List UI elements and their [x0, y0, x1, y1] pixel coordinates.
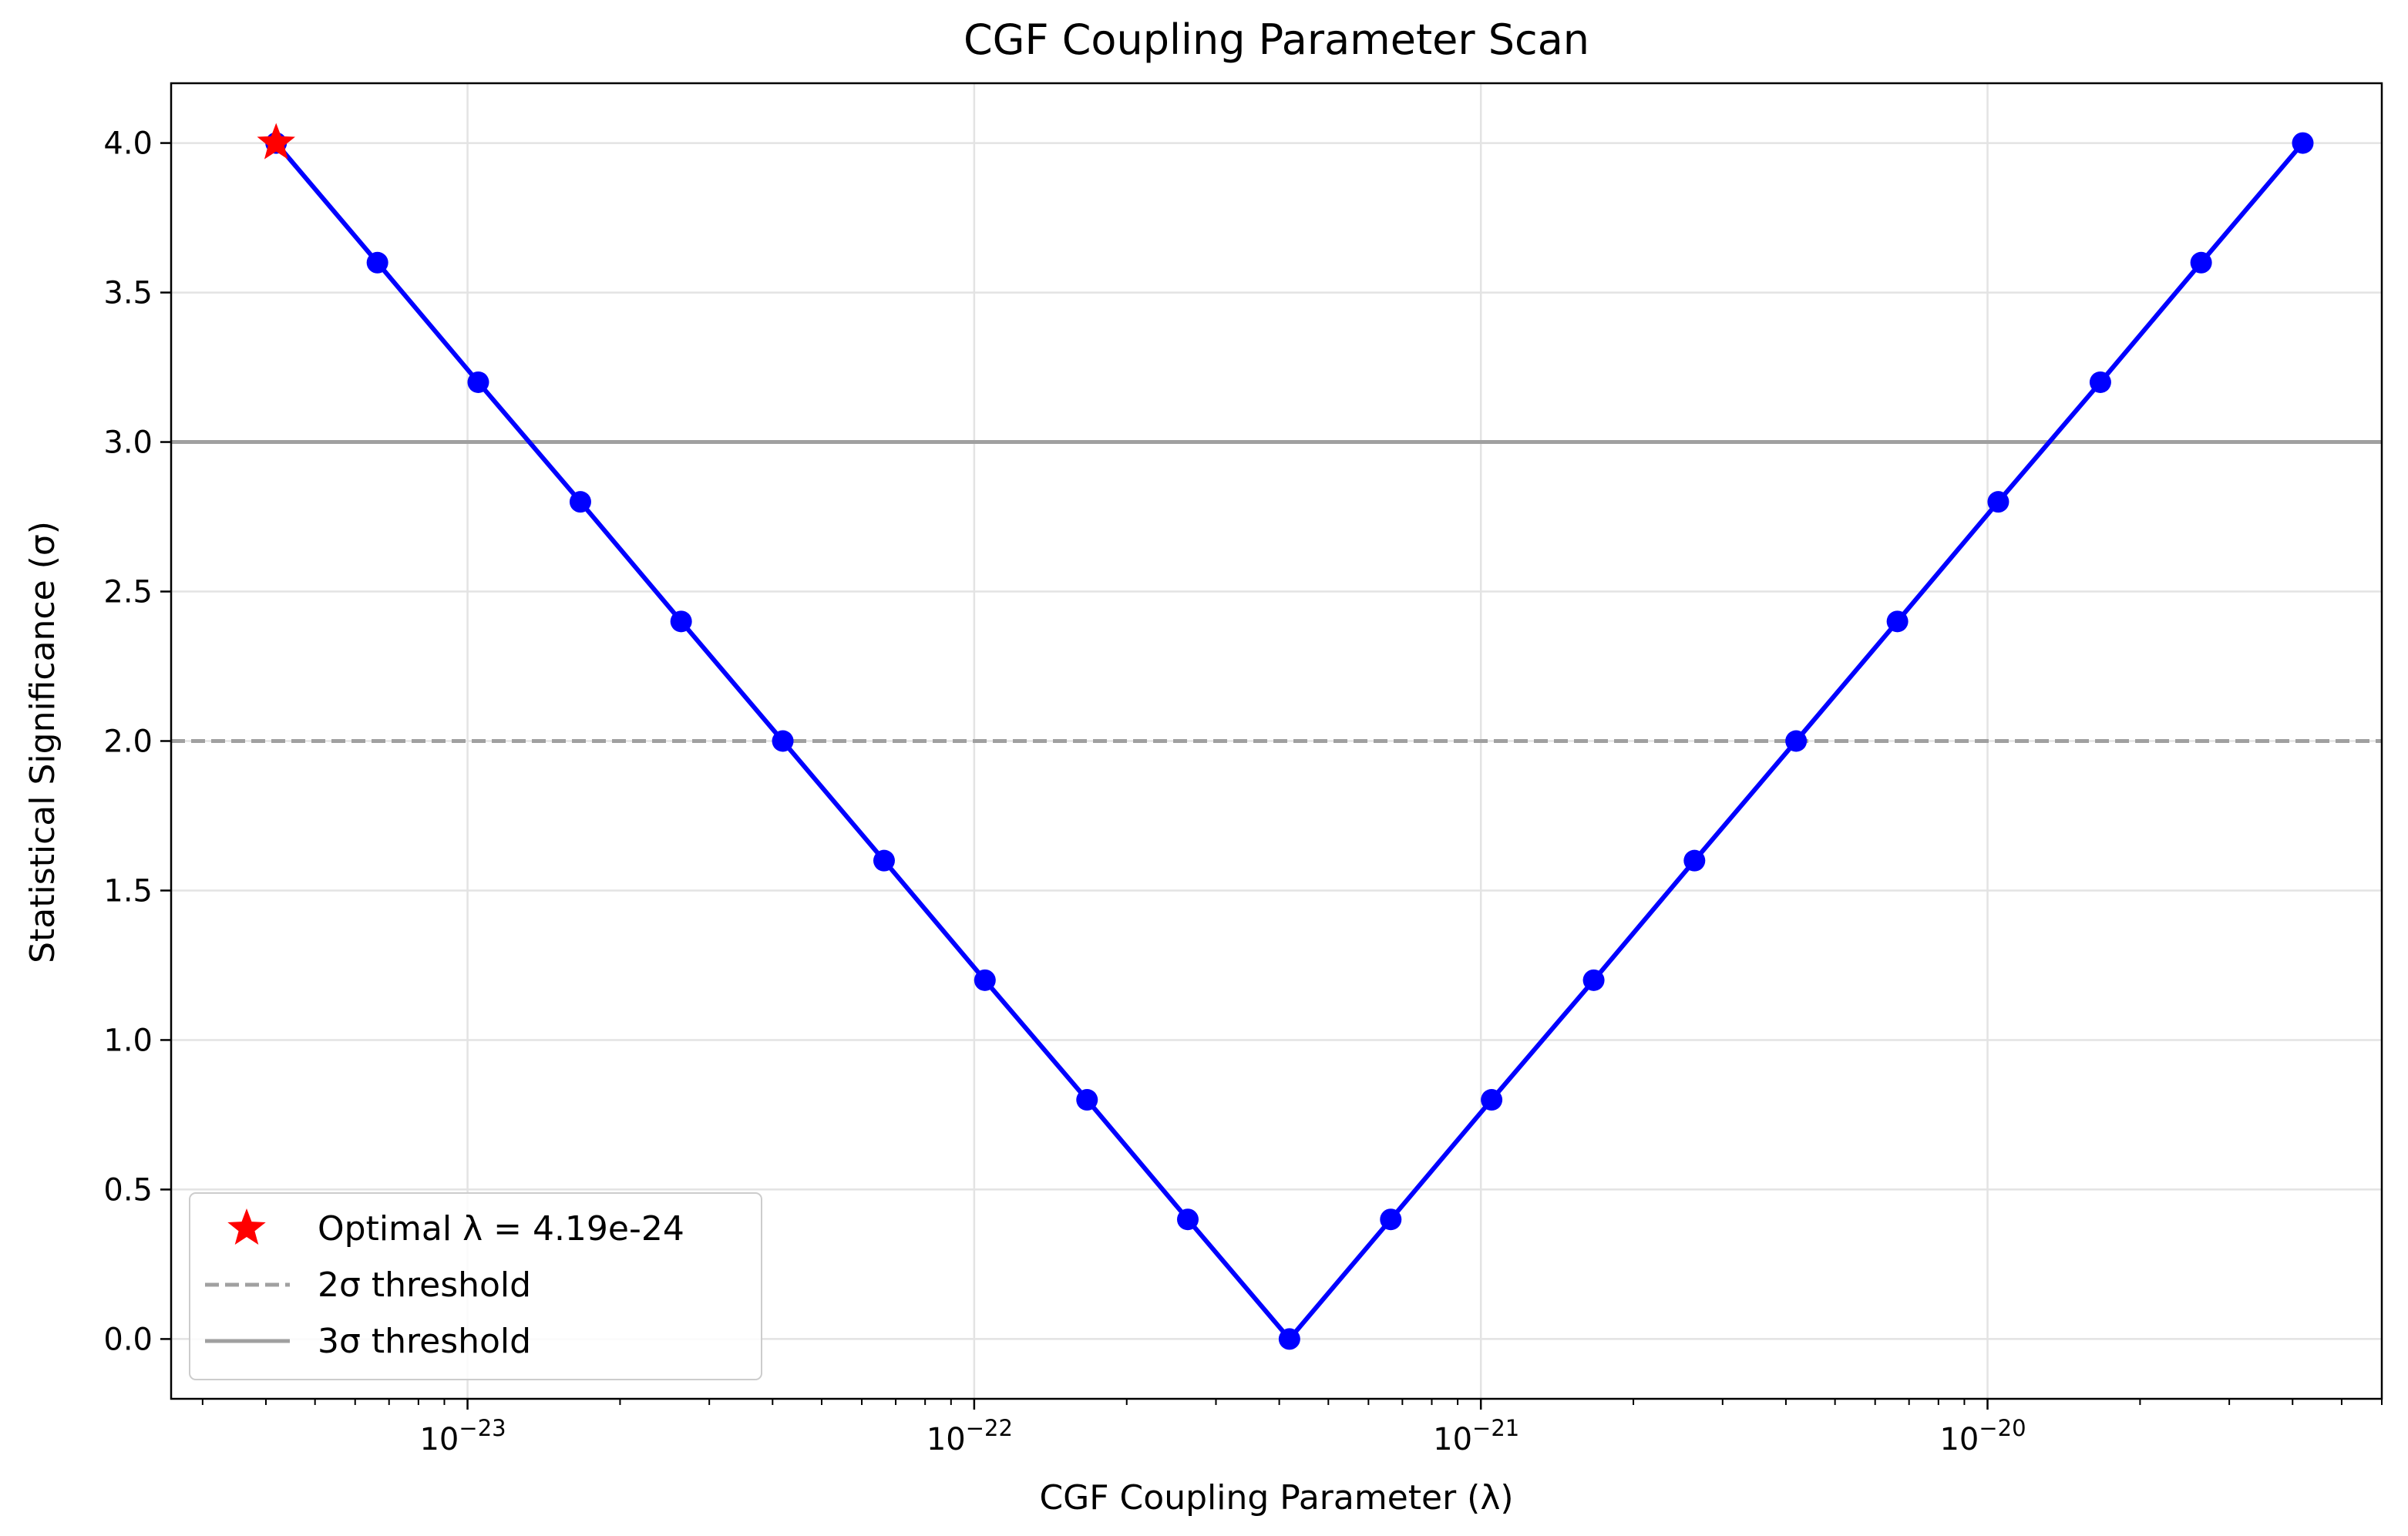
x-tick-label-exponent: −21	[1472, 1415, 1519, 1441]
y-tick-label: 2.5	[103, 575, 153, 610]
legend-box	[189, 1192, 762, 1380]
x-tick-label: 10−23	[419, 1415, 506, 1457]
y-tick-label: 0.5	[103, 1172, 153, 1208]
x-tick-label-base: 10	[1433, 1422, 1472, 1457]
data-point	[569, 491, 591, 513]
x-tick-label-base: 10	[1939, 1422, 1979, 1457]
data-point	[1886, 610, 1909, 633]
y-tick-label: 3.5	[103, 276, 153, 311]
y-tick-label: 4.0	[103, 126, 153, 162]
x-tick-label-exponent: −23	[459, 1415, 506, 1441]
threshold-lines	[171, 440, 2382, 743]
data-point	[1278, 1328, 1300, 1350]
x-tick-label-base: 10	[419, 1422, 459, 1457]
x-tick-label-base: 10	[927, 1422, 966, 1457]
data-point	[772, 730, 794, 752]
optimal-marker-layer	[257, 123, 295, 160]
data-point	[1785, 730, 1808, 752]
data-point	[670, 610, 692, 633]
data-point	[366, 251, 388, 274]
data-point	[2089, 371, 2111, 393]
y-tick-label: 0.0	[103, 1322, 153, 1357]
data-point	[1481, 1089, 1503, 1111]
x-tick-label-exponent: −20	[1979, 1415, 2026, 1441]
optimal-star-marker	[257, 123, 295, 160]
data-point	[974, 969, 996, 991]
data-point	[2190, 251, 2212, 274]
chart-title: CGF Coupling Parameter Scan	[964, 15, 1589, 64]
data-point	[1176, 1208, 1199, 1231]
data-point	[1987, 491, 2009, 513]
legend: Optimal λ = 4.19e-24 2σ threshold 3σ thr…	[189, 1192, 762, 1380]
y-tick-label: 3.0	[103, 425, 153, 461]
legend-label-2sigma: 2σ threshold	[318, 1265, 531, 1305]
data-point	[467, 371, 489, 393]
y-axis-ticks: 0.0 0.5 1.0 1.5 2.0 2.5 3.0 3.5 4.0	[103, 126, 171, 1357]
legend-label-3sigma: 3σ threshold	[318, 1322, 531, 1361]
x-tick-label: 10−21	[1433, 1415, 1519, 1457]
data-point	[2292, 132, 2314, 154]
y-tick-label: 1.0	[103, 1023, 153, 1058]
x-tick-label: 10−20	[1939, 1415, 2026, 1457]
data-point	[1582, 969, 1605, 991]
y-tick-label: 2.0	[103, 724, 153, 760]
data-point	[1683, 849, 1706, 872]
y-tick-label: 1.5	[103, 873, 153, 909]
x-axis-title: CGF Coupling Parameter (λ)	[1039, 1478, 1513, 1518]
legend-star-icon	[227, 1208, 266, 1245]
data-point	[873, 849, 895, 872]
x-axis-ticks: 10−23 10−22 10−21 10−20	[201, 1399, 2383, 1457]
x-tick-label: 10−22	[927, 1415, 1013, 1457]
y-axis-title: Statistical Significance (σ)	[23, 521, 62, 963]
data-point	[1380, 1208, 1402, 1231]
data-series	[265, 132, 2314, 1350]
legend-label-optimal: Optimal λ = 4.19e-24	[318, 1209, 684, 1249]
x-tick-label-exponent: −22	[966, 1415, 1013, 1441]
data-point	[1076, 1089, 1098, 1111]
